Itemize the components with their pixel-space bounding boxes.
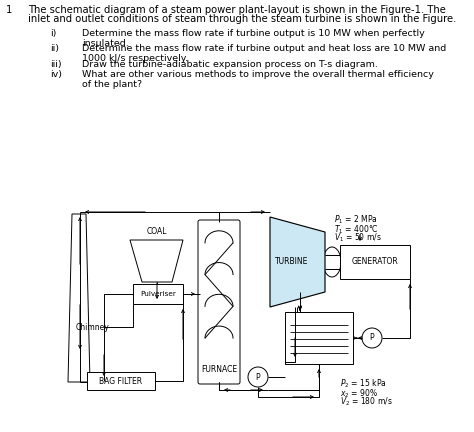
- Text: Chimney: Chimney: [76, 323, 110, 331]
- Bar: [133, 284, 183, 304]
- Text: inlet and outlet conditions of steam through the steam turbine is shown in the F: inlet and outlet conditions of steam thr…: [28, 14, 456, 24]
- Text: Determine the mass flow rate if turbine output is 10 MW when perfectly
insulated: Determine the mass flow rate if turbine …: [82, 29, 425, 48]
- Text: COAL: COAL: [147, 227, 167, 236]
- Polygon shape: [68, 214, 90, 382]
- Bar: [87, 372, 155, 390]
- Text: iii): iii): [50, 60, 62, 69]
- Circle shape: [362, 328, 382, 348]
- Text: $P_2$ = 15 kPa: $P_2$ = 15 kPa: [340, 378, 387, 391]
- Circle shape: [248, 367, 268, 387]
- Polygon shape: [270, 217, 325, 307]
- Text: 1: 1: [6, 5, 12, 15]
- Bar: [340, 245, 410, 279]
- Text: Draw the turbine-adiabatic expansion process on T-s diagram.: Draw the turbine-adiabatic expansion pro…: [82, 60, 378, 69]
- FancyBboxPatch shape: [198, 220, 240, 384]
- Text: P: P: [370, 334, 374, 343]
- Text: What are other various methods to improve the overall thermal efficiency
of the : What are other various methods to improv…: [82, 70, 434, 89]
- Ellipse shape: [323, 247, 341, 277]
- Text: Pulveriser: Pulveriser: [140, 291, 176, 297]
- Text: $V_2$ = 180 m/s: $V_2$ = 180 m/s: [340, 396, 392, 409]
- Text: The schematic diagram of a steam power plant-layout is shown in the Figure-1. Th: The schematic diagram of a steam power p…: [28, 5, 446, 15]
- Text: $x_2$ = 90%: $x_2$ = 90%: [340, 387, 378, 400]
- Text: iv): iv): [50, 70, 62, 79]
- Text: $V_1$ = 50 m/s: $V_1$ = 50 m/s: [334, 232, 382, 245]
- Text: FURNACE: FURNACE: [201, 365, 237, 374]
- Bar: [285, 312, 353, 364]
- Text: P: P: [255, 372, 260, 381]
- Text: $P_1$ = 2 MPa: $P_1$ = 2 MPa: [334, 214, 378, 226]
- Text: TURBINE: TURBINE: [275, 257, 309, 267]
- Text: $T_1$ = 400°C: $T_1$ = 400°C: [334, 223, 379, 235]
- Text: i): i): [50, 29, 56, 38]
- Polygon shape: [130, 240, 183, 282]
- Text: Determine the mass flow rate if turbine output and heat loss are 10 MW and
1000 : Determine the mass flow rate if turbine …: [82, 44, 446, 64]
- Text: ii): ii): [50, 44, 59, 53]
- Text: GENERATOR: GENERATOR: [352, 257, 398, 267]
- Text: BAG FILTER: BAG FILTER: [100, 377, 143, 385]
